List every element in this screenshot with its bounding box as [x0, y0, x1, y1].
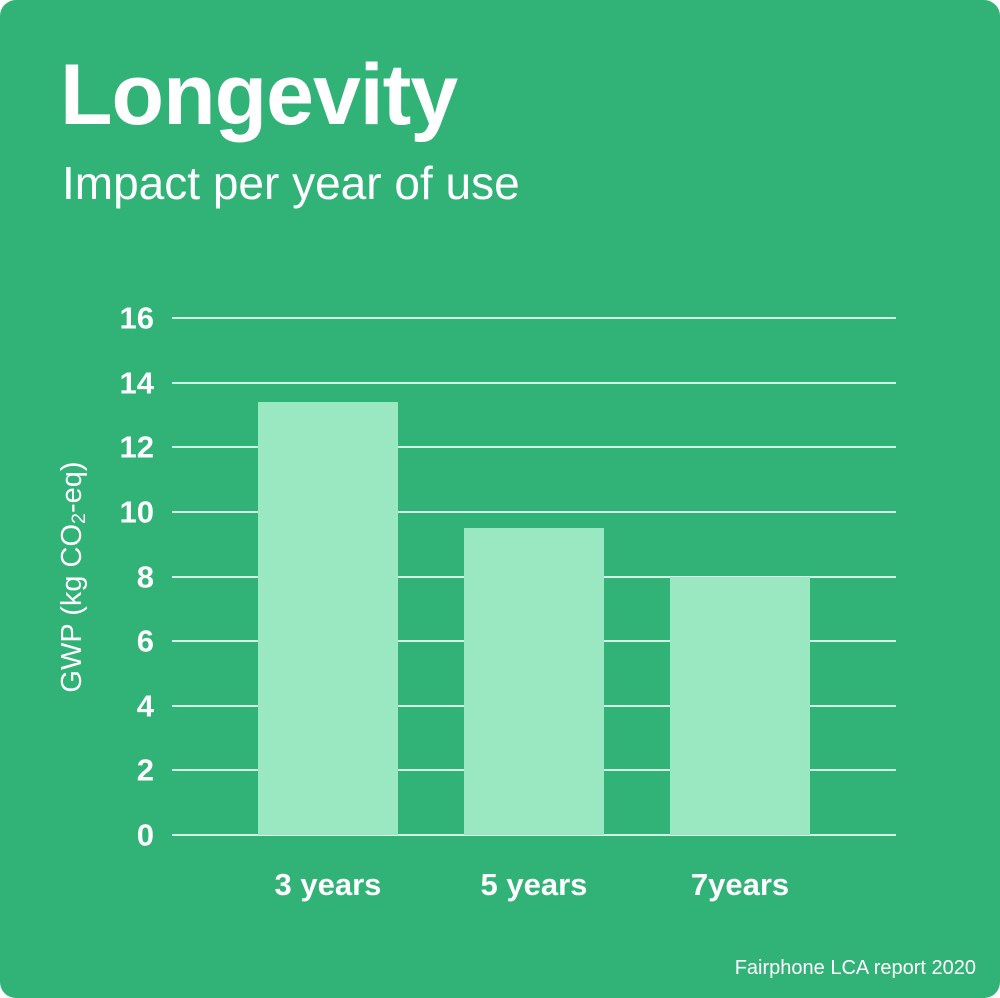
- y-tick-label-14: 14: [119, 365, 154, 401]
- y-tick-label-16: 16: [119, 300, 154, 336]
- gridline-14: [172, 381, 896, 384]
- source-note: Fairphone LCA report 2020: [734, 957, 976, 979]
- y-tick-label-6: 6: [136, 623, 154, 659]
- gridline-10: [172, 510, 896, 513]
- page-title: Longevity: [60, 47, 458, 143]
- y-axis-label-pre: GWP (kg CO: [55, 523, 88, 693]
- x-axis-labels: 3 years 5 years 7years: [172, 867, 896, 903]
- y-tick-label-12: 12: [119, 429, 154, 465]
- y-tick-label-2: 2: [136, 752, 154, 788]
- x-category-label: 3 years: [274, 867, 382, 902]
- y-tick-label-8: 8: [136, 559, 154, 594]
- x-category-label: 7years: [690, 867, 790, 902]
- gridline-0: [172, 834, 896, 836]
- bar-3-years: [258, 402, 398, 835]
- y-tick-label-0: 0: [136, 817, 154, 853]
- y-tick-label-10: 10: [119, 494, 154, 530]
- x-category-label: 5 years: [480, 867, 588, 902]
- page-subtitle: Impact per year of use: [62, 157, 520, 209]
- bar-5-years: [464, 528, 604, 835]
- gridline-12: [172, 446, 896, 449]
- bars-layer: [172, 318, 896, 835]
- bar-7years: [670, 576, 810, 835]
- gridline-16: [172, 317, 896, 319]
- y-tick-label-4: 4: [136, 688, 154, 724]
- plot-area: 0 2 4 6 8 10 12 14 16 3 years 5 years 7years: [120, 303, 896, 902]
